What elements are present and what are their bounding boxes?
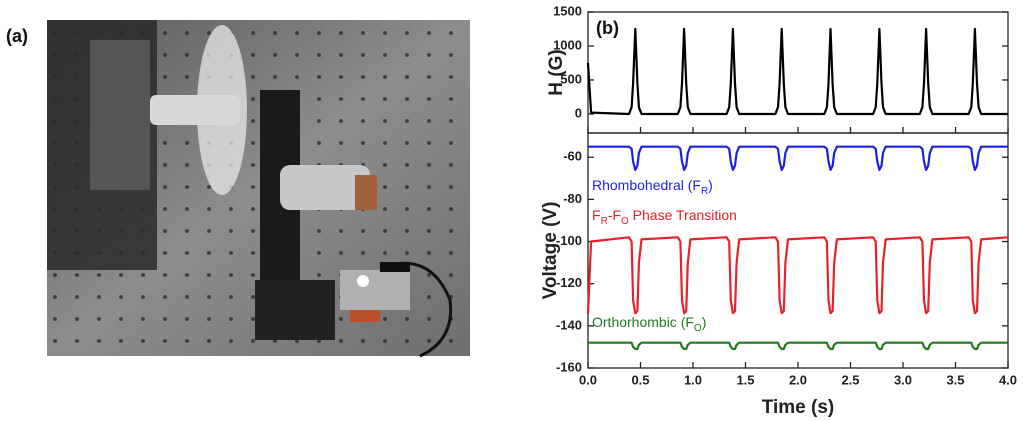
x-tick-label: 4.0 [999,372,1017,387]
x-tick-label: 0.5 [631,372,649,387]
series-label-part: ) [708,177,713,193]
series-label-part: Orthorhombic (F [592,314,694,330]
series-label-part: R [601,216,608,227]
series-label-part: Phase Transition [629,207,737,223]
y-tick-label: 0 [575,105,582,120]
series-label-part: -F [608,207,621,223]
x-tick-label: 3.5 [946,372,964,387]
y-tick-label: -60 [563,149,582,164]
panel-label: (b) [596,18,619,38]
plot-frame [587,132,1009,369]
x-tick-label: 2.5 [841,372,859,387]
series-label: Orthorhombic (FO) [592,314,706,334]
series-label-part: Rhombohedral (F [592,177,701,193]
series-label-part: O [621,216,629,227]
y-tick-label: -80 [563,191,582,206]
series-label-part: R [701,186,708,197]
data-line [586,236,1009,315]
y-tick-label: 500 [560,71,582,86]
y-tick-label: 1500 [553,3,582,18]
x-axis-label: Time (s) [762,397,835,418]
x-tick-label: 3.0 [894,372,912,387]
panel-label: (a) [6,26,28,46]
series-label: Rhombohedral (FR) [592,177,713,197]
y-tick-label: -140 [556,317,582,332]
x-tick-label: 2.0 [789,372,807,387]
y-tick-label: -120 [556,275,582,290]
data-line [588,341,1008,351]
x-tick-label: 0.0 [579,372,597,387]
y-axis-label: H (G) [546,49,567,95]
x-tick-label: 1.5 [736,372,754,387]
data-line [588,145,1008,171]
series-label-part: O [694,323,702,334]
x-tick-label: 1.0 [684,372,702,387]
y-tick-label: -160 [556,359,582,374]
series-label-part: F [592,207,601,223]
photo [47,20,470,358]
data-line [586,27,1008,116]
y-axis-label: Voltage (V) [540,202,561,300]
y-tick-label: 1000 [553,37,582,52]
series-label: FR-FO Phase Transition [592,207,737,227]
series-label-part: ) [702,314,707,330]
y-tick-label: -100 [556,233,582,248]
